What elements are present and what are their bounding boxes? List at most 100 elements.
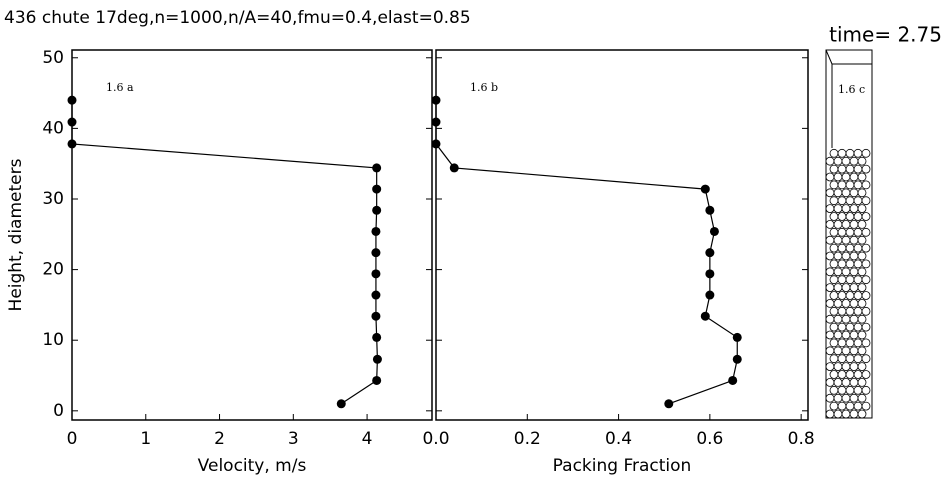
- particle: [849, 330, 859, 340]
- particle: [833, 362, 843, 372]
- particle: [837, 227, 847, 237]
- particle: [841, 330, 851, 340]
- particle: [849, 393, 859, 403]
- particle: [845, 401, 855, 411]
- particle: [825, 251, 835, 261]
- plot-frame: [71, 49, 433, 421]
- particle: [853, 291, 863, 300]
- data-point: [372, 375, 382, 385]
- particle: [857, 393, 867, 403]
- data-point: [372, 354, 382, 364]
- particle: [849, 346, 859, 356]
- particle: [853, 212, 863, 221]
- particle: [833, 267, 843, 277]
- data-point: [705, 290, 715, 300]
- particle: [853, 385, 863, 395]
- particle: [841, 283, 851, 293]
- particle: [841, 298, 851, 308]
- particle: [837, 243, 847, 253]
- particle: [857, 283, 867, 293]
- particle: [845, 306, 855, 316]
- container: [825, 49, 873, 419]
- particle: [829, 401, 839, 411]
- particle: [845, 354, 855, 364]
- particle: [837, 164, 847, 174]
- particle: [845, 385, 855, 395]
- particle: [853, 306, 863, 316]
- particle: [841, 235, 851, 245]
- particle: [837, 306, 847, 316]
- particle: [829, 370, 839, 379]
- particle: [857, 251, 867, 261]
- x-tick-label: 3: [288, 429, 299, 449]
- data-point: [67, 139, 77, 149]
- particle: [825, 156, 835, 166]
- particle: [845, 180, 855, 190]
- particle: [861, 243, 871, 253]
- data-point: [431, 95, 441, 105]
- particle: [857, 314, 867, 324]
- particle: [841, 346, 851, 356]
- particle: [849, 172, 859, 182]
- particle: [857, 330, 867, 340]
- particle: [829, 180, 839, 190]
- particle-panel: 1.6 c: [825, 49, 873, 419]
- particle: [857, 219, 867, 229]
- data-point: [732, 354, 742, 364]
- particle: [837, 322, 847, 332]
- particle: [829, 306, 839, 316]
- particle: [857, 346, 867, 356]
- time-label: time= 2.75: [829, 23, 942, 47]
- data-point: [372, 332, 382, 342]
- particle: [845, 370, 855, 379]
- particle: [849, 219, 859, 229]
- particle: [845, 243, 855, 253]
- particle: [857, 235, 867, 245]
- particle: [853, 148, 863, 158]
- particle: [845, 322, 855, 332]
- particle: [825, 362, 835, 372]
- particle: [849, 204, 859, 214]
- particle: [849, 251, 859, 261]
- particle: [861, 401, 871, 411]
- data-point: [431, 117, 441, 127]
- particle: [857, 362, 867, 372]
- particle: [861, 370, 871, 379]
- particle: [849, 267, 859, 277]
- particle: [849, 298, 859, 308]
- particle: [861, 385, 871, 395]
- particle: [853, 354, 863, 364]
- particle: [861, 180, 871, 190]
- particle: [857, 267, 867, 277]
- y-tick-label: 10: [42, 330, 64, 350]
- particle: [833, 251, 843, 261]
- data-point: [372, 163, 382, 173]
- particle: [825, 172, 835, 182]
- particle: [853, 370, 863, 379]
- particle: [849, 283, 859, 293]
- data-line: [71, 100, 379, 405]
- particle: [841, 251, 851, 261]
- particle: [845, 212, 855, 221]
- particle: [841, 314, 851, 324]
- particle: [825, 393, 835, 403]
- x-axis-label: Velocity, m/s: [198, 456, 307, 476]
- particle: [837, 291, 847, 300]
- particle: [825, 267, 835, 277]
- particle: [837, 180, 847, 190]
- data-point: [431, 139, 441, 149]
- particle: [829, 322, 839, 332]
- data-point: [449, 163, 459, 173]
- data-point: [705, 205, 715, 215]
- particle: [853, 196, 863, 206]
- particle: [861, 212, 871, 221]
- particle: [853, 259, 863, 269]
- figure-title: 436 chute 17deg,n=1000,n/A=40,fmu=0.4,el…: [4, 8, 471, 28]
- y-tick-label: 0: [53, 401, 64, 421]
- container-edge: [825, 49, 833, 65]
- data-point: [336, 399, 346, 409]
- particle: [833, 314, 843, 324]
- data-point: [371, 248, 381, 258]
- particle: [837, 385, 847, 395]
- particle: [861, 148, 871, 158]
